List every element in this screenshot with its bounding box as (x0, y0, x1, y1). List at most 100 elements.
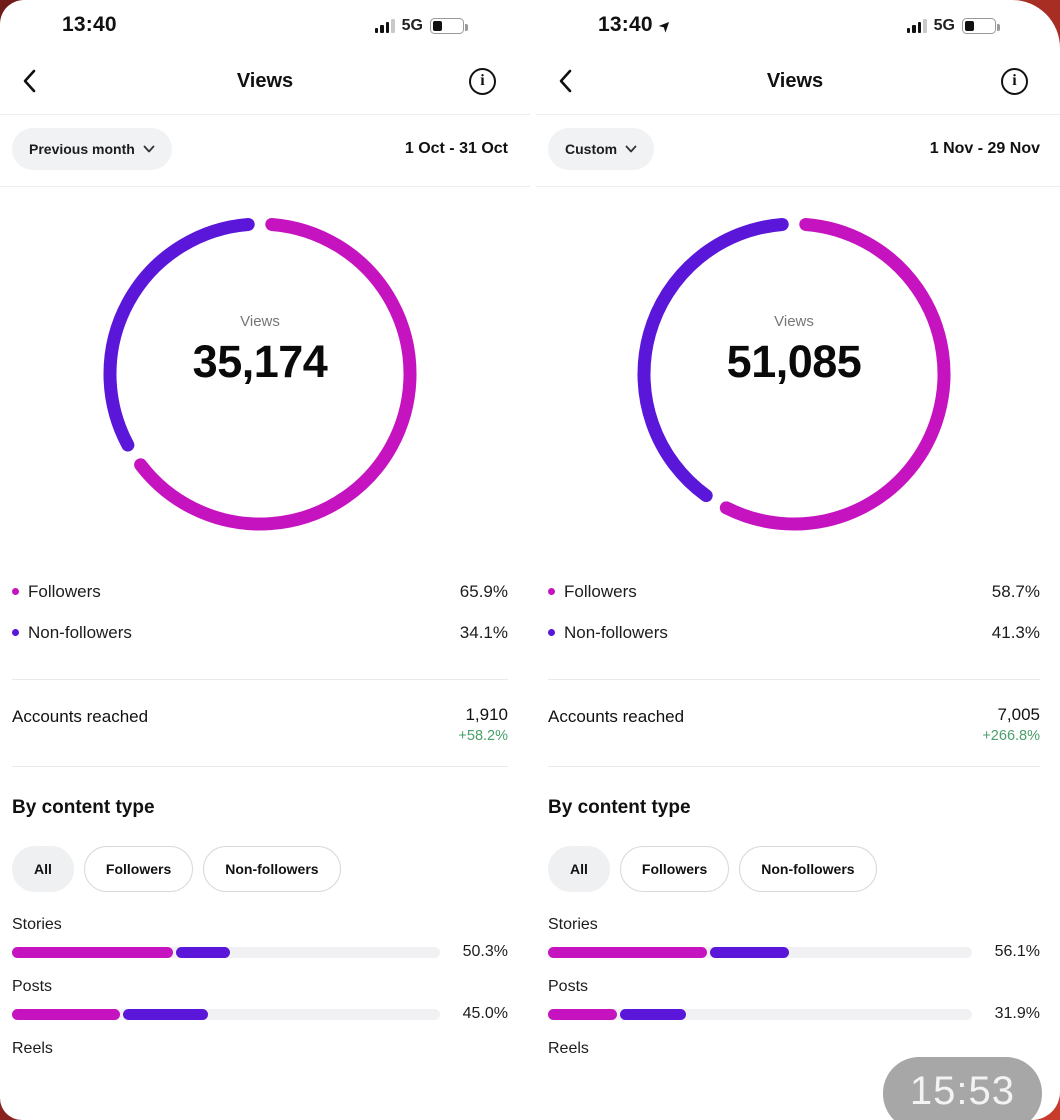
legend-row-non-followers: Non-followers 34.1% (12, 612, 508, 653)
accounts-reached-delta: +58.2% (458, 728, 508, 744)
donut-legend: Followers 58.7% Non-followers 41.3% (548, 571, 1040, 653)
bar-label: Posts (12, 978, 53, 995)
network-type-label: 5G (933, 17, 955, 34)
views-donut-chart: Views 51,085 (629, 209, 959, 539)
status-bar: 13:40 5G (12, 0, 508, 48)
legend-value: 65.9% (459, 581, 508, 601)
accounts-reached-value: 1,910 (465, 705, 508, 724)
legend-row-followers: Followers 65.9% (12, 571, 508, 612)
bar-value: 56.1% (994, 943, 1040, 960)
legend-label: Followers (28, 581, 101, 601)
cellular-signal-icon (374, 19, 395, 33)
video-timestamp-overlay: 15:53 (882, 1057, 1042, 1120)
header-divider (536, 114, 1060, 115)
by-content-type-heading: By content type (12, 797, 155, 818)
chip-all[interactable]: All (12, 846, 74, 892)
accounts-reached-row: Accounts reached 1,910 +58.2% (12, 680, 508, 766)
section-divider (12, 679, 508, 680)
period-dropdown[interactable]: Custom (548, 128, 655, 170)
content-filter-chips: All Followers Non-followers (548, 846, 1040, 892)
views-donut-chart: Views 35,174 (95, 209, 425, 539)
non-followers-bar-segment (710, 946, 789, 958)
non-followers-dot-icon (12, 629, 19, 636)
accounts-reached-values: 7,005 +266.8% (982, 705, 1040, 744)
donut-center-label: Views (774, 312, 814, 330)
bar-label: Reels (548, 1040, 589, 1057)
section-divider (548, 766, 1040, 767)
accounts-reached-value: 7,005 (997, 705, 1040, 724)
donut-legend: Followers 65.9% Non-followers 34.1% (12, 571, 508, 653)
accounts-reached-delta: +266.8% (982, 728, 1040, 744)
content-bar-reels: Reels (12, 1040, 508, 1058)
date-range-label: 1 Oct - 31 Oct (404, 140, 508, 157)
bar-track (548, 1008, 972, 1020)
info-icon: i (480, 72, 485, 89)
chevron-down-icon (625, 145, 637, 153)
info-button[interactable]: i (1001, 67, 1028, 95)
followers-bar-segment (12, 946, 173, 958)
followers-bar-segment (548, 1008, 618, 1020)
chip-followers[interactable]: Followers (619, 846, 730, 892)
legend-label: Followers (564, 581, 637, 601)
accounts-reached-row: Accounts reached 7,005 +266.8% (548, 680, 1040, 766)
content-type-bars: Stories 56.1% Posts (548, 916, 1040, 1058)
bar-track (548, 946, 972, 958)
network-type-label: 5G (401, 17, 423, 34)
content-bar-posts: Posts 31.9% (548, 978, 1040, 1023)
insights-screen-november: 13:40 ➤ 5G Views i Custom (530, 0, 1060, 1120)
legend-value: 58.7% (991, 581, 1040, 601)
back-button[interactable] (558, 64, 592, 98)
donut-center-label: Views (240, 312, 280, 330)
donut-arcs (103, 217, 417, 531)
accounts-reached-values: 1,910 +58.2% (458, 705, 508, 744)
chip-followers[interactable]: Followers (83, 846, 194, 892)
legend-row-followers: Followers 58.7% (548, 571, 1040, 612)
followers-bar-segment (548, 946, 707, 958)
accounts-reached-label: Accounts reached (12, 707, 149, 726)
chip-non-followers[interactable]: Non-followers (203, 846, 341, 892)
period-dropdown[interactable]: Previous month (12, 128, 172, 170)
bar-label: Posts (548, 978, 589, 995)
page-title: Views (766, 69, 824, 92)
battery-icon (430, 18, 468, 34)
bar-track (12, 946, 440, 958)
content-filter-chips: All Followers Non-followers (12, 846, 508, 892)
nav-header: Views i (548, 48, 1040, 114)
chevron-left-icon (559, 69, 572, 93)
status-indicators: 5G (374, 13, 468, 35)
info-icon: i (1012, 72, 1017, 89)
status-time: 13:40 ➤ (598, 13, 676, 37)
donut-center-value: 35,174 (192, 335, 328, 387)
bar-value: 31.9% (994, 1005, 1040, 1022)
info-button[interactable]: i (469, 67, 496, 95)
bar-value: 50.3% (462, 943, 508, 960)
chip-all[interactable]: All (548, 846, 610, 892)
filter-row: Previous month 1 Oct - 31 Oct (12, 115, 508, 186)
chevron-left-icon (23, 69, 36, 93)
insights-screen-october: 13:40 5G Views i Previous month (0, 0, 530, 1058)
back-button[interactable] (22, 64, 56, 98)
chevron-down-icon (143, 145, 155, 153)
legend-value: 41.3% (991, 622, 1040, 642)
content-bar-reels: Reels (548, 1040, 1040, 1058)
donut-arcs (637, 217, 951, 531)
legend-row-non-followers: Non-followers 41.3% (548, 612, 1040, 653)
donut-center: Views 35,174 (95, 185, 425, 515)
period-dropdown-label: Previous month (29, 141, 135, 157)
content-bar-stories: Stories 50.3% (12, 916, 508, 961)
non-followers-bar-segment (122, 1008, 208, 1020)
by-content-type-heading: By content type (548, 797, 691, 818)
date-range-label: 1 Nov - 29 Nov (929, 140, 1040, 157)
period-dropdown-label: Custom (565, 141, 618, 157)
content-bar-posts: Posts 45.0% (12, 978, 508, 1023)
bar-value: 45.0% (462, 1005, 508, 1022)
non-followers-bar-segment (620, 1008, 687, 1020)
section-divider (0, 186, 530, 187)
non-followers-bar-segment (175, 946, 231, 958)
chip-non-followers[interactable]: Non-followers (739, 846, 877, 892)
status-time: 13:40 (62, 13, 117, 37)
non-followers-dot-icon (548, 629, 555, 636)
status-time-text: 13:40 (62, 13, 117, 36)
